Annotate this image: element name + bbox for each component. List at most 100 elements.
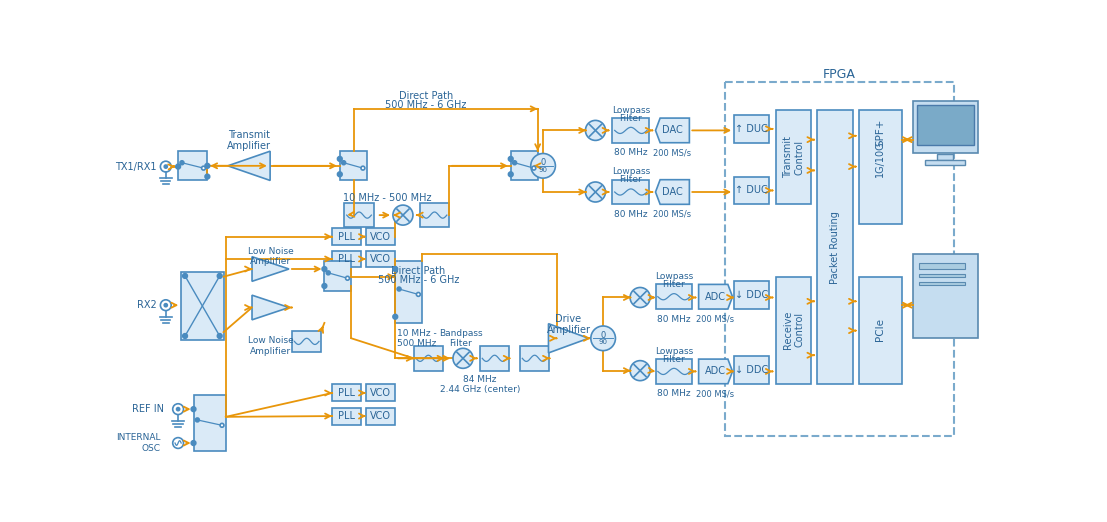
Polygon shape <box>252 295 289 320</box>
Polygon shape <box>228 151 270 181</box>
Circle shape <box>161 161 172 172</box>
Bar <box>912 101 979 153</box>
Circle shape <box>586 121 606 140</box>
Polygon shape <box>655 118 690 143</box>
Circle shape <box>338 172 342 176</box>
Circle shape <box>345 276 350 280</box>
Bar <box>919 275 965 278</box>
Text: Lowpass: Lowpass <box>655 272 693 281</box>
Bar <box>480 346 509 371</box>
Circle shape <box>173 404 184 414</box>
Circle shape <box>327 271 330 275</box>
Circle shape <box>161 300 172 311</box>
Text: 80 MHz: 80 MHz <box>658 389 691 398</box>
Circle shape <box>176 408 179 411</box>
Bar <box>734 115 769 143</box>
Text: Lowpass: Lowpass <box>612 168 650 176</box>
Circle shape <box>532 166 536 170</box>
Text: VCO: VCO <box>370 232 391 242</box>
Bar <box>776 110 811 204</box>
Bar <box>817 110 852 384</box>
Circle shape <box>164 165 167 168</box>
Circle shape <box>220 423 224 427</box>
Bar <box>734 356 769 384</box>
Text: 0: 0 <box>600 331 606 340</box>
Polygon shape <box>252 257 289 281</box>
Text: ↓ DDC: ↓ DDC <box>735 365 768 375</box>
Circle shape <box>453 348 473 369</box>
Text: Lowpass: Lowpass <box>655 347 693 356</box>
Bar <box>918 105 973 145</box>
Text: ADC: ADC <box>705 366 726 376</box>
Text: 500 MHz - 6 GHz: 500 MHz - 6 GHz <box>377 275 459 285</box>
Circle shape <box>393 267 397 271</box>
Bar <box>332 228 361 245</box>
Text: 80 MHz: 80 MHz <box>614 210 648 219</box>
Text: 90: 90 <box>599 339 608 345</box>
Text: 200 MS/s: 200 MS/s <box>653 148 692 157</box>
Text: VCO: VCO <box>370 411 391 421</box>
Circle shape <box>508 172 513 176</box>
Bar <box>776 277 811 384</box>
Text: PLL: PLL <box>339 232 355 242</box>
Bar <box>612 180 650 204</box>
Circle shape <box>397 287 401 291</box>
Polygon shape <box>655 180 690 204</box>
Circle shape <box>586 182 606 202</box>
Circle shape <box>192 441 196 445</box>
Text: FPGA: FPGA <box>824 68 856 81</box>
Bar <box>366 408 395 424</box>
Bar <box>340 151 366 181</box>
Text: INTERNAL
OSC: INTERNAL OSC <box>116 433 161 453</box>
Text: 80 MHz: 80 MHz <box>658 315 691 324</box>
Circle shape <box>217 334 223 338</box>
Text: Filter: Filter <box>663 280 685 289</box>
Circle shape <box>183 334 187 338</box>
Bar <box>395 262 422 323</box>
Text: ↓ DDC: ↓ DDC <box>735 290 768 300</box>
Bar <box>734 176 769 204</box>
Circle shape <box>393 314 397 319</box>
Circle shape <box>338 157 342 161</box>
Text: Drive
Amplifier: Drive Amplifier <box>547 314 590 335</box>
Text: 200 MS/s: 200 MS/s <box>696 315 735 324</box>
Bar <box>366 385 395 401</box>
Text: 1G/10G: 1G/10G <box>876 140 886 177</box>
Text: 10 MHz - 500 MHz: 10 MHz - 500 MHz <box>343 193 432 203</box>
Text: Bandpass
Filter: Bandpass Filter <box>438 329 483 348</box>
Circle shape <box>416 292 421 296</box>
Circle shape <box>630 361 650 381</box>
Text: Lowpass: Lowpass <box>612 106 650 115</box>
Bar <box>414 346 443 371</box>
Text: ↑ DUC: ↑ DUC <box>735 185 768 195</box>
Text: 80 MHz: 80 MHz <box>614 148 648 157</box>
Text: Low Noise
Amplifier: Low Noise Amplifier <box>248 247 293 266</box>
Text: RX2: RX2 <box>137 300 156 310</box>
Bar <box>725 82 954 436</box>
Bar <box>510 151 538 181</box>
Bar <box>420 203 449 228</box>
Text: PCIe: PCIe <box>876 318 886 341</box>
Bar <box>292 330 321 352</box>
Text: ADC: ADC <box>705 292 726 302</box>
Bar <box>332 251 361 267</box>
Circle shape <box>164 304 167 307</box>
Bar <box>182 272 224 340</box>
Circle shape <box>513 161 517 164</box>
Bar <box>925 160 965 165</box>
Text: DAC: DAC <box>662 187 683 197</box>
Text: Direct Path: Direct Path <box>399 91 453 101</box>
Text: Transmit
Amplifier: Transmit Amplifier <box>227 129 271 151</box>
Bar <box>366 228 395 245</box>
Text: 84 MHz
2.44 GHz (center): 84 MHz 2.44 GHz (center) <box>439 375 520 394</box>
Circle shape <box>201 166 206 170</box>
Text: ↑ DUC: ↑ DUC <box>735 124 768 134</box>
Circle shape <box>630 288 650 307</box>
Bar <box>194 395 226 450</box>
Text: Filter: Filter <box>620 175 642 184</box>
Circle shape <box>180 161 184 164</box>
Bar <box>919 282 965 285</box>
Bar <box>324 262 351 291</box>
Bar <box>655 359 693 384</box>
Bar <box>734 281 769 309</box>
